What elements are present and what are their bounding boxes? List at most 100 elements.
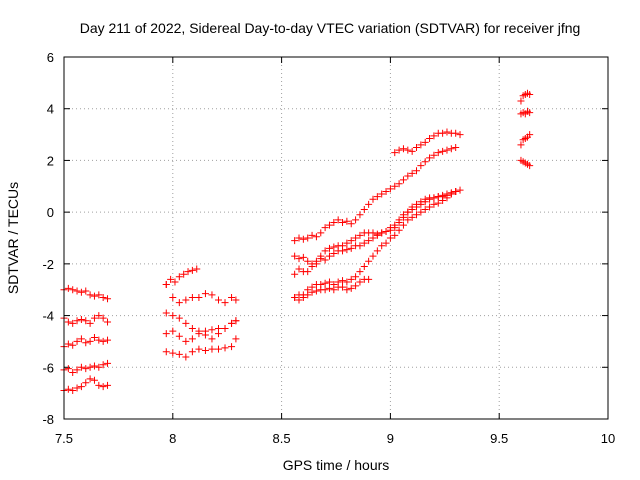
data-point	[352, 234, 360, 242]
data-point	[214, 345, 222, 353]
data-point	[439, 147, 447, 155]
data-point	[312, 287, 320, 295]
data-point	[64, 385, 72, 393]
data-point	[69, 368, 77, 376]
data-point	[162, 309, 170, 317]
y-tick-label: -8	[42, 412, 54, 427]
data-point	[343, 278, 351, 286]
data-point	[188, 293, 196, 301]
data-point	[352, 273, 360, 281]
data-point	[430, 151, 438, 159]
data-point	[408, 213, 416, 221]
data-point	[86, 319, 94, 327]
data-point	[382, 239, 390, 247]
data-point	[77, 288, 85, 296]
data-point	[214, 330, 222, 338]
data-point	[430, 132, 438, 140]
data-point	[228, 319, 236, 327]
data-point	[64, 365, 72, 373]
data-point	[421, 206, 429, 214]
axis-ticks: 7.5 8 8.5 9 9.5 10 -8 -6 -4 -2 0 2 4 6	[42, 50, 615, 446]
data-point	[378, 229, 386, 237]
data-point	[99, 383, 107, 391]
data-point	[77, 315, 85, 323]
data-point	[73, 366, 81, 374]
data-point	[208, 345, 216, 353]
data-point	[232, 296, 240, 304]
data-point	[360, 239, 368, 247]
data-point	[404, 172, 412, 180]
data-point	[73, 384, 81, 392]
data-point	[391, 231, 399, 239]
data-point	[321, 247, 329, 255]
data-point	[330, 286, 338, 294]
data-point	[391, 221, 399, 229]
data-point	[404, 216, 412, 224]
data-point	[347, 220, 355, 228]
data-point	[330, 250, 338, 258]
data-point	[195, 345, 203, 353]
data-point	[77, 363, 85, 371]
data-point	[343, 239, 351, 247]
data-point	[175, 299, 183, 307]
data-point	[456, 186, 464, 194]
data-point	[208, 335, 216, 343]
data-point	[343, 246, 351, 254]
data-point	[304, 291, 312, 299]
data-point	[391, 182, 399, 190]
data-point	[356, 211, 364, 219]
data-point	[184, 268, 192, 276]
data-point	[526, 131, 534, 139]
data-point	[404, 146, 412, 154]
y-tick-label: -4	[42, 309, 54, 324]
data-point	[99, 293, 107, 301]
data-point	[162, 281, 170, 289]
data-point	[291, 293, 299, 301]
data-point	[386, 185, 394, 193]
data-point	[64, 284, 72, 292]
data-point	[208, 291, 216, 299]
data-point	[104, 336, 112, 344]
data-point	[343, 286, 351, 294]
data-point	[73, 287, 81, 295]
y-axis-label: SDTVAR / TECUs	[5, 182, 21, 294]
data-point	[90, 376, 98, 384]
data-point	[221, 299, 229, 307]
data-point	[69, 319, 77, 327]
data-point	[295, 291, 303, 299]
data-point	[334, 216, 342, 224]
data-point	[201, 346, 209, 354]
x-tick-label: 8.5	[273, 431, 291, 446]
data-point	[447, 190, 455, 198]
data-point	[188, 348, 196, 356]
data-point	[308, 262, 316, 270]
plot-frame	[63, 56, 609, 420]
data-point	[90, 334, 98, 342]
data-point	[82, 365, 90, 373]
x-tick-label: 8	[169, 431, 176, 446]
x-tick-label: 9	[387, 431, 394, 446]
data-point	[426, 195, 434, 203]
data-point	[82, 287, 90, 295]
data-point	[175, 350, 183, 358]
data-point	[447, 145, 455, 153]
data-point	[426, 203, 434, 211]
data-point	[339, 277, 347, 285]
data-point	[308, 231, 316, 239]
data-point	[182, 353, 190, 361]
data-point	[86, 337, 94, 345]
data-point	[365, 237, 373, 245]
data-point	[95, 336, 103, 344]
data-point	[188, 325, 196, 332]
data-point	[195, 293, 203, 301]
data-point	[339, 283, 347, 291]
data-point	[182, 296, 190, 304]
data-point	[321, 224, 329, 232]
data-point	[321, 286, 329, 294]
data-point	[201, 290, 209, 298]
data-point	[325, 244, 333, 252]
data-point	[295, 265, 303, 273]
data-point	[214, 296, 222, 304]
data-point	[382, 187, 390, 195]
